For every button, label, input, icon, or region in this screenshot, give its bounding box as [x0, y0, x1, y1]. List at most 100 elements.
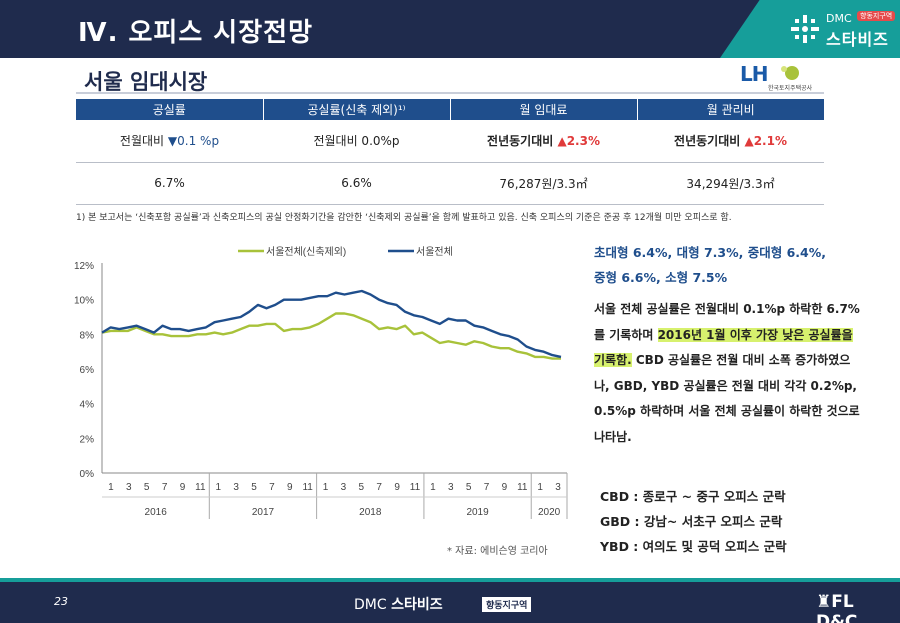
- x-tick-label: 5: [144, 482, 150, 493]
- tower-icon: ♜: [816, 592, 832, 612]
- x-tick-label: 11: [517, 482, 528, 493]
- change-value: 0.1 %p: [177, 134, 220, 149]
- lh-logo-icon: [781, 66, 799, 80]
- change-prefix: 전월대비 0.0%p: [313, 134, 400, 149]
- section-title: 서울 임대시장: [84, 70, 208, 94]
- section-divider: [76, 92, 824, 94]
- footer-badge: 향동지구역: [482, 597, 532, 612]
- district-legend: CBD : 종로구 ~ 중구 오피스 군락 GBD : 강남~ 서초구 오피스 …: [600, 484, 787, 559]
- x-tick-label: 1: [215, 482, 221, 493]
- change-prefix: 전년동기대비: [487, 134, 558, 149]
- change-vacancy: 전월대비 ▼0.1 %p: [76, 120, 263, 163]
- footer-logo: DMC 스타비즈: [354, 594, 443, 614]
- year-label: 2016: [145, 507, 168, 518]
- year-label: 2019: [466, 507, 489, 518]
- x-tick-label: 9: [394, 482, 400, 493]
- x-tick-label: 5: [466, 482, 472, 493]
- x-tick-label: 11: [410, 482, 421, 493]
- value-management-fee: 34,294원/3.3㎡: [637, 162, 824, 205]
- table-row-change: 전월대비 ▼0.1 %p 전월대비 0.0%p 전년동기대비 ▲2.3% 전년동…: [76, 120, 824, 163]
- footer-dmc-text: DMC: [354, 597, 392, 613]
- header-management-fee: 월 관리비: [637, 99, 824, 120]
- y-tick-label: 8%: [80, 330, 95, 341]
- vacancy-line-chart: 0%2%4%6%8%10%12%1 3 5 7 9 11 1 3 5 7 9 11 1 3 5 7 9 11 1 3 5…: [74, 246, 568, 519]
- x-tick-label: 9: [287, 482, 293, 493]
- x-tick-label: 9: [180, 482, 186, 493]
- table-footnote: 1) 본 보고서는 ‘신축포함 공실률’과 신축오피스의 공실 안정화기간을 감…: [76, 213, 732, 223]
- up-arrow-icon: ▲: [557, 134, 567, 149]
- size-summary-line1: 초대형 6.4%, 대형 7.3%, 중대형 6.4%,: [594, 245, 827, 260]
- change-monthly-rent: 전년동기대비 ▲2.3%: [450, 120, 637, 163]
- table-header-row: 공실률 공실률(신축 제외)¹⁾ 월 임대료 월 관리비: [76, 99, 824, 120]
- rental-kpi-table: 공실률 공실률(신축 제외)¹⁾ 월 임대료 월 관리비 전월대비 ▼0.1 %…: [76, 99, 824, 205]
- page-number: 23: [54, 595, 68, 608]
- value-vacancy: 6.7%: [76, 162, 263, 205]
- y-tick-label: 0%: [80, 469, 95, 480]
- change-prefix: 전년동기대비: [674, 134, 745, 149]
- series-line: [101, 312, 561, 360]
- company-name: FL D&C: [816, 592, 858, 623]
- header-logo-name: 스타비즈: [826, 30, 889, 49]
- y-tick-label: 6%: [80, 365, 95, 376]
- y-tick-label: 12%: [74, 261, 94, 272]
- down-arrow-icon: ▼: [167, 134, 178, 149]
- x-tick-label: 11: [195, 482, 206, 493]
- change-management-fee: 전년동기대비 ▲2.1%: [637, 120, 824, 163]
- x-tick-label: 1: [108, 482, 114, 493]
- y-tick-label: 4%: [80, 400, 95, 411]
- header-vacancy: 공실률: [76, 99, 264, 120]
- value-monthly-rent: 76,287원/3.3㎡: [450, 162, 637, 205]
- change-vacancy-ex-new: 전월대비 0.0%p: [263, 120, 450, 163]
- year-label: 2018: [359, 507, 382, 518]
- district-gbd: GBD : 강남~ 서초구 오피스 군락: [600, 514, 783, 529]
- commentary-part1: 서울 전체 공실률은 전월대비 0.1%p 하락한 6.7%를 기록하며: [594, 302, 860, 342]
- year-label: 2020: [538, 507, 561, 518]
- change-prefix: 전월대비: [119, 134, 168, 149]
- size-summary-line2: 중형 6.6%, 소형 7.5%: [594, 270, 728, 285]
- x-tick-label: 1: [430, 482, 436, 493]
- district-ybd: YBD : 여의도 및 공덕 오피스 군락: [600, 539, 787, 554]
- x-tick-label: 7: [376, 482, 382, 493]
- chart-source: * 자료: 에비슨영 코리아: [447, 546, 548, 557]
- series-line: [101, 289, 562, 359]
- header-vacancy-ex-new: 공실률(신축 제외)¹⁾: [263, 99, 451, 120]
- change-value: 2.3%: [566, 134, 600, 149]
- table-row-values: 6.7% 6.6% 76,287원/3.3㎡ 34,294원/3.3㎡: [76, 162, 824, 205]
- x-tick-label: 3: [233, 482, 239, 493]
- value-vacancy-ex-new: 6.6%: [263, 162, 450, 205]
- star-logo-icon: [791, 15, 819, 43]
- x-tick-label: 7: [162, 482, 168, 493]
- x-tick-label: 3: [555, 482, 561, 493]
- district-cbd: CBD : 종로구 ~ 중구 오피스 군락: [600, 489, 786, 504]
- change-value: 2.1%: [753, 134, 787, 149]
- up-arrow-icon: ▲: [744, 134, 754, 149]
- x-tick-label: 3: [448, 482, 454, 493]
- x-tick-label: 5: [359, 482, 365, 493]
- size-summary: 초대형 6.4%, 대형 7.3%, 중대형 6.4%, 중형 6.6%, 소형…: [594, 240, 864, 290]
- market-commentary: 서울 전체 공실률은 전월대비 0.1%p 하락한 6.7%를 기록하며 201…: [594, 297, 864, 450]
- header-logo-dmc: DMC: [826, 12, 852, 25]
- x-tick-label: 7: [484, 482, 490, 493]
- footer-accent: [0, 578, 900, 582]
- lh-logo-subtitle: 한국토지주택공사: [768, 85, 813, 92]
- footer-bar: [0, 582, 900, 623]
- y-tick-label: 2%: [80, 434, 95, 445]
- footer-brand-text: 스타비즈: [391, 597, 443, 613]
- page-title: Ⅳ. 오피스 시장전망: [78, 18, 313, 48]
- x-tick-label: 7: [269, 482, 275, 493]
- commentary-part2: CBD 공실률은 전월 대비 소폭 증가하였으나, GBD, YBD 공실률은 …: [594, 353, 860, 444]
- legend-label: 서울전체: [416, 246, 453, 258]
- x-tick-label: 9: [502, 482, 508, 493]
- header-monthly-rent: 월 임대료: [450, 99, 638, 120]
- x-tick-label: 11: [302, 482, 313, 493]
- x-tick-label: 5: [251, 482, 257, 493]
- x-tick-label: 1: [323, 482, 329, 493]
- header-logo-badge: 향동지구역: [857, 11, 896, 21]
- legend-label: 서울전체(신축제외): [266, 246, 346, 258]
- year-label: 2017: [252, 507, 275, 518]
- lh-logo-text: LH: [740, 62, 769, 86]
- y-tick-label: 10%: [74, 296, 94, 307]
- x-tick-label: 3: [341, 482, 347, 493]
- x-tick-label: 3: [126, 482, 132, 493]
- company-logo: ♜FL D&C: [816, 592, 900, 623]
